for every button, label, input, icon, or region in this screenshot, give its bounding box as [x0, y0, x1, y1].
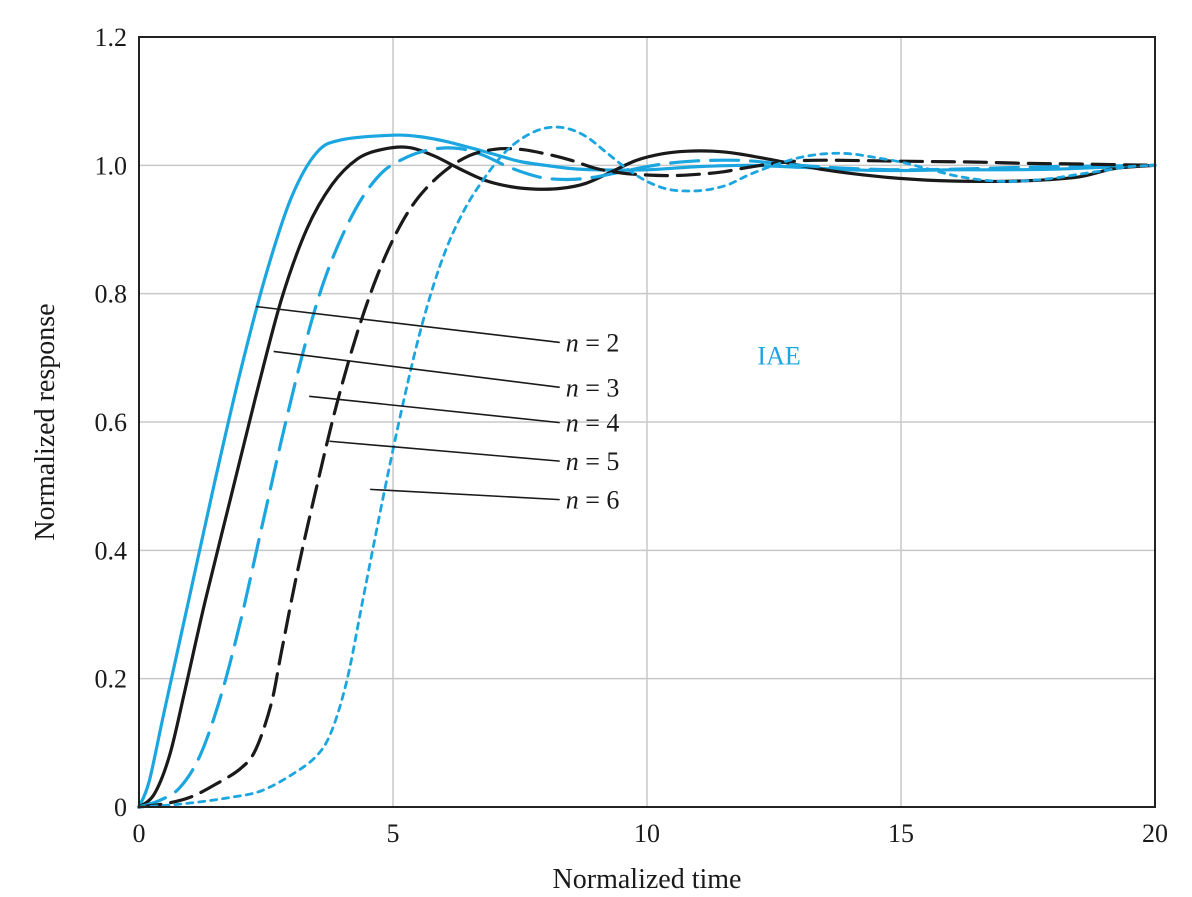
- x-tick-label: 10: [634, 819, 660, 848]
- leader-line-n6: [370, 488, 560, 501]
- x-tick-label: 20: [1142, 819, 1168, 848]
- y-tick-label: 0.4: [95, 536, 128, 565]
- x-tick-label: 0: [133, 819, 146, 848]
- y-tick-label: 0: [114, 793, 127, 822]
- y-tick-label: 0.8: [95, 280, 128, 309]
- tick-labels: 0 5 10 15 20 0 0.2 0.4 0.6 0.8 1.0 1.2: [95, 23, 1169, 848]
- y-tick-label: 1.2: [95, 23, 128, 52]
- leader-line-n3: [273, 350, 560, 389]
- leader-line-n5: [329, 440, 560, 462]
- leader-line-n4: [309, 395, 560, 424]
- iae-annotation: IAE: [757, 341, 800, 370]
- plot-frame: [138, 36, 1156, 808]
- series-line-n5: [137, 146, 1157, 809]
- y-tick-label: 1.0: [95, 151, 128, 180]
- series-line-n3: [137, 145, 1157, 809]
- x-axis-title: Normalized time: [553, 864, 742, 895]
- x-tick-label: 15: [888, 819, 914, 848]
- series-label-n6: n = 6: [566, 486, 620, 515]
- x-tick-label: 5: [387, 819, 400, 848]
- series-labels: n = 2 n = 3 n = 4 n = 5 n = 6: [255, 305, 620, 515]
- y-axis-title: Normalized response: [30, 303, 61, 540]
- y-tick-label: 0.2: [95, 665, 128, 694]
- series-line-n6: [137, 125, 1157, 809]
- leader-line-n2: [255, 305, 560, 344]
- series-label-n5: n = 5: [566, 447, 620, 476]
- series-label-n4: n = 4: [566, 409, 620, 438]
- y-tick-label: 0.6: [95, 408, 128, 437]
- series-label-n3: n = 3: [566, 373, 620, 402]
- series-label-n2: n = 2: [566, 328, 620, 357]
- series-lines: [137, 125, 1157, 809]
- series-line-n2: [137, 133, 1157, 809]
- grid: [139, 37, 1155, 807]
